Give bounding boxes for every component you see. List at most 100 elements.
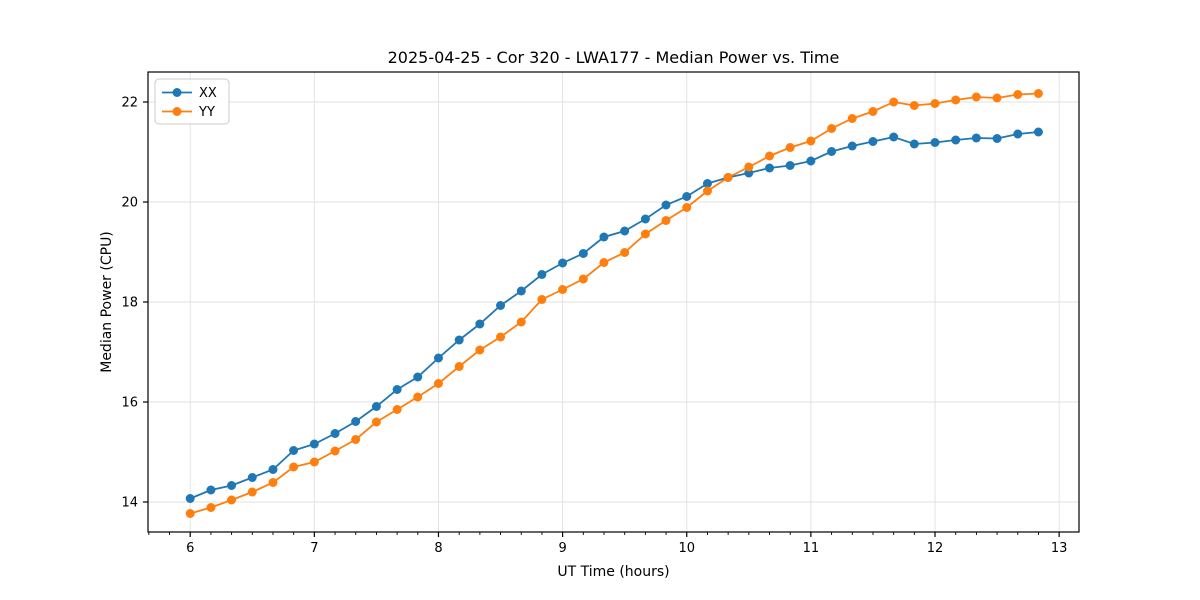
data-point-YY [227, 495, 237, 505]
data-point-YY [930, 99, 940, 108]
x-tick-label: 11 [803, 541, 820, 556]
data-point-XX [806, 156, 816, 166]
data-point-XX [433, 353, 443, 363]
data-point-YY [847, 114, 857, 123]
data-point-YY [702, 186, 712, 196]
data-point-XX [661, 200, 671, 210]
data-point-XX [578, 249, 588, 258]
legend-box [154, 78, 230, 125]
data-point-YY [289, 462, 299, 472]
data-point-YY [806, 136, 816, 146]
data-point-YY [433, 379, 443, 388]
data-point-XX [516, 286, 526, 296]
data-point-YY [392, 405, 402, 414]
data-point-XX [206, 485, 216, 495]
data-point-YY [971, 92, 981, 102]
data-point-XX [971, 133, 981, 143]
data-point-YY [496, 332, 506, 342]
data-point-XX [682, 192, 692, 201]
legend-label-XX: XX [199, 86, 217, 101]
data-point-XX [889, 132, 899, 142]
data-point-XX [227, 481, 237, 490]
y-tick-label: 18 [121, 296, 138, 311]
data-point-XX [702, 179, 712, 188]
data-point-YY [247, 487, 257, 497]
data-point-YY [578, 274, 588, 284]
y-tick-label: 16 [121, 396, 138, 411]
x-axis-label: UT Time (hours) [557, 564, 669, 580]
y-tick-label: 20 [121, 196, 138, 211]
data-point-XX [785, 161, 795, 170]
data-point-YY [599, 258, 609, 267]
x-tick-label: 12 [927, 541, 944, 556]
data-point-YY [330, 446, 340, 456]
data-point-YY [765, 151, 775, 161]
data-point-XX [951, 135, 961, 145]
data-point-YY [206, 503, 216, 512]
x-tick-label: 13 [1051, 541, 1068, 556]
data-point-XX [1033, 127, 1043, 137]
data-point-YY [475, 345, 485, 355]
data-point-XX [475, 319, 485, 329]
data-point-XX [309, 439, 319, 449]
x-tick-label: 10 [678, 541, 695, 556]
series-layer [185, 89, 1043, 518]
x-tick-label: 9 [558, 541, 566, 556]
y-tick-label: 22 [121, 96, 138, 111]
x-tick-label: 6 [186, 541, 194, 556]
data-point-YY [537, 295, 547, 304]
data-point-YY [889, 97, 899, 107]
data-point-YY [620, 248, 630, 257]
data-point-YY [1013, 90, 1023, 99]
data-point-YY [640, 229, 650, 239]
data-point-YY [185, 509, 195, 518]
x-tick-label: 8 [434, 541, 442, 556]
data-point-YY [682, 203, 692, 212]
data-point-XX [930, 138, 940, 147]
data-point-XX [185, 494, 195, 503]
data-point-YY [309, 457, 319, 467]
data-point-XX [620, 226, 630, 236]
y-axis-label: Median Power (CPU) [99, 231, 115, 373]
data-point-YY [992, 93, 1002, 103]
x-tick-label: 7 [310, 541, 318, 556]
y-tick-label: 14 [121, 496, 138, 511]
legend: XX YY [154, 78, 230, 125]
data-point-YY [661, 216, 671, 225]
data-point-YY [827, 124, 837, 133]
data-point-XX [765, 163, 775, 173]
data-point-YY [723, 173, 733, 182]
data-point-YY [413, 392, 423, 402]
data-point-YY [371, 417, 381, 427]
data-point-XX [1013, 129, 1023, 139]
data-point-YY [351, 435, 361, 444]
data-point-XX [330, 429, 340, 438]
chart-title: 2025-04-25 - Cor 320 - LWA177 - Median P… [388, 48, 840, 67]
data-point-XX [599, 232, 609, 242]
data-point-XX [558, 258, 568, 268]
data-point-YY [744, 162, 754, 172]
data-point-XX [827, 147, 837, 156]
legend-label-YY: YY [198, 105, 215, 120]
data-point-XX [537, 270, 547, 279]
data-point-XX [868, 137, 878, 146]
data-point-XX [640, 214, 650, 224]
data-point-YY [868, 107, 878, 116]
data-point-XX [992, 134, 1002, 143]
data-point-YY [1033, 89, 1043, 98]
data-point-XX [392, 385, 402, 394]
grid-layer [148, 72, 1079, 532]
data-point-YY [951, 95, 961, 105]
data-point-XX [909, 139, 919, 149]
data-point-YY [909, 101, 919, 110]
data-point-XX [454, 335, 464, 345]
axes-layer: 6 7 8 9 10 11 12 13 14 16 18 20 22 [121, 71, 1080, 556]
data-point-XX [413, 372, 423, 382]
data-point-XX [847, 141, 857, 151]
data-point-XX [496, 301, 506, 310]
data-point-YY [785, 143, 795, 152]
series-line-YY [189, 92, 1039, 515]
data-point-XX [371, 402, 381, 411]
